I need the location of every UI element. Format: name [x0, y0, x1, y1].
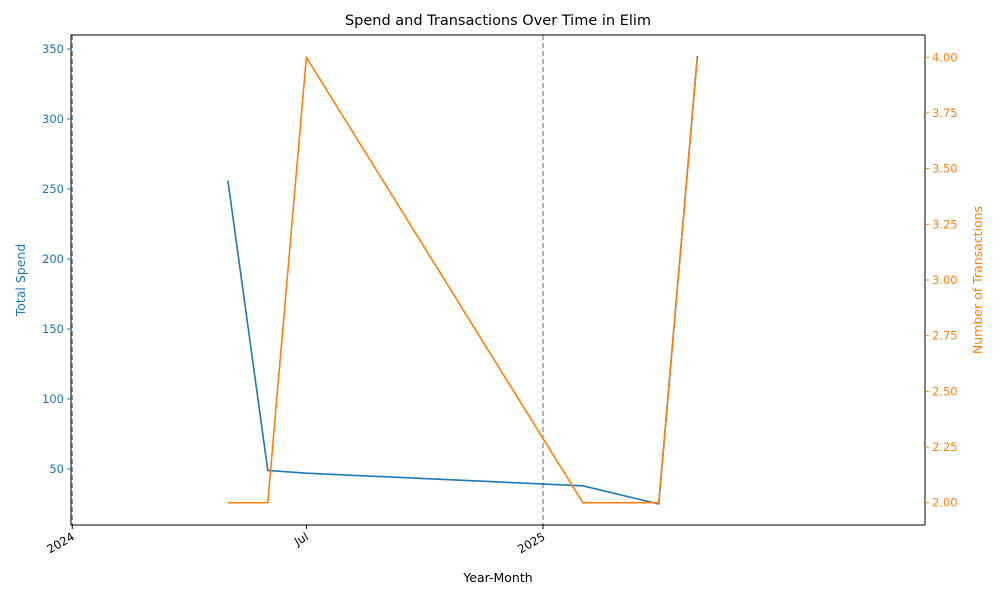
- total-spend-line: [227, 55, 699, 505]
- right-y-tick-label: 3.75: [932, 106, 958, 120]
- right-y-tick-label: 2.00: [932, 496, 958, 510]
- transactions-line: [227, 56, 699, 504]
- right-y-tick-label: 3.25: [932, 217, 958, 231]
- right-y-tick-label: 3.50: [932, 162, 958, 176]
- right-y-axis: 2.00 2.25 2.50 2.75 3.00 3.25 3.50 3.75 4.00: [925, 50, 958, 510]
- x-axis: 2024 Jul 2025: [44, 525, 548, 556]
- right-y-tick-label: 3.00: [932, 273, 958, 287]
- left-axis-label: Total Spend: [13, 244, 28, 318]
- x-tick-label: Jul: [291, 529, 311, 549]
- left-y-tick-label: 100: [42, 392, 64, 406]
- year-marker-lines: [71, 35, 544, 525]
- plot-frame: [70, 34, 926, 526]
- chart-title: Spend and Transactions Over Time in Elim: [345, 13, 651, 29]
- left-y-axis: 50 100 150 200 250 300 350: [42, 42, 71, 476]
- left-y-tick-label: 200: [42, 252, 64, 266]
- right-y-tick-label: 4.00: [932, 50, 958, 64]
- x-tick-label: 2025: [515, 529, 547, 556]
- series-lines: [227, 55, 699, 505]
- left-y-tick-label: 350: [42, 42, 64, 56]
- x-tick-label: 2024: [44, 529, 76, 556]
- x-axis-label: Year-Month: [462, 570, 532, 585]
- left-y-tick-label: 150: [42, 322, 64, 336]
- right-axis-label: Number of Transactions: [970, 206, 985, 354]
- right-y-tick-label: 2.50: [932, 384, 958, 398]
- left-y-tick-label: 50: [49, 462, 64, 476]
- right-y-tick-label: 2.25: [932, 440, 958, 454]
- right-y-tick-label: 2.75: [932, 329, 958, 343]
- left-y-tick-label: 250: [42, 182, 64, 196]
- left-y-tick-label: 300: [42, 112, 64, 126]
